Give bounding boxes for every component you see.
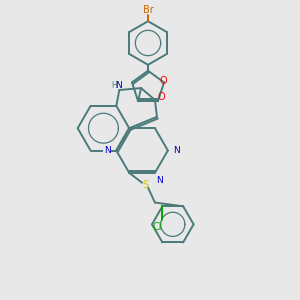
Text: N: N (173, 146, 180, 155)
Text: N: N (104, 146, 111, 155)
Text: S: S (142, 180, 148, 190)
Text: Cl: Cl (153, 222, 162, 232)
Text: N: N (156, 176, 163, 185)
Text: N: N (115, 81, 122, 90)
Text: O: O (157, 92, 165, 102)
Text: Br: Br (142, 5, 153, 15)
Text: H: H (112, 81, 117, 90)
Text: O: O (159, 76, 167, 86)
